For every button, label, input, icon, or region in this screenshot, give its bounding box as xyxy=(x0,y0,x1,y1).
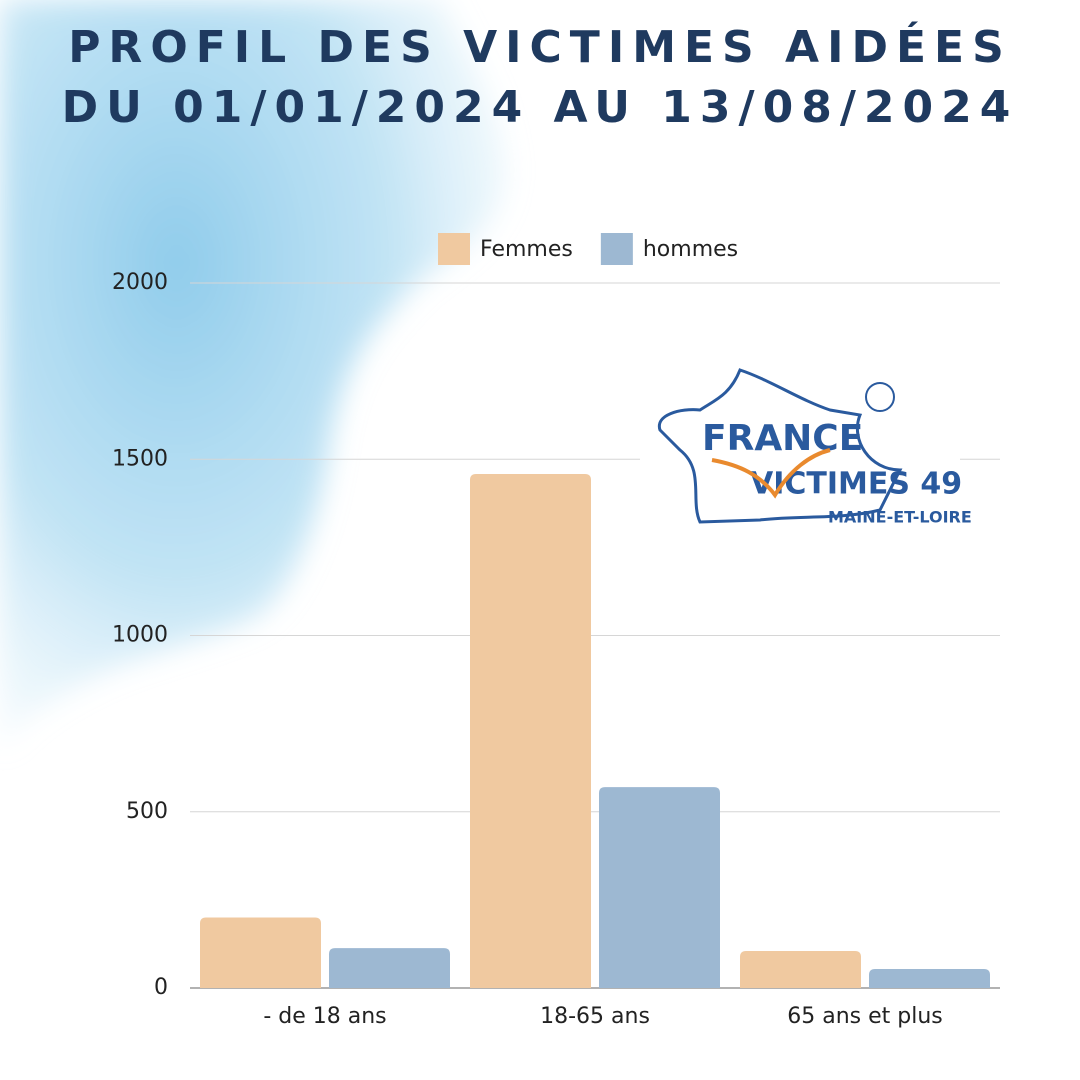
legend-label: Femmes xyxy=(480,237,573,262)
logo-text: MAINE-ET-LOIRE xyxy=(828,508,972,527)
watercolor-background xyxy=(0,0,505,750)
legend-label: hommes xyxy=(643,237,738,262)
logo-outline xyxy=(657,368,903,524)
grid: 0 500 1000 1500 2000 xyxy=(112,270,1000,1000)
y-tick-label: 2000 xyxy=(112,270,168,295)
x-tick-label: - de 18 ans xyxy=(263,1004,386,1029)
legend-swatch xyxy=(600,233,633,265)
chart-title: PROFIL DES VICTIMES AIDÉES xyxy=(68,20,1012,73)
logo: FRANCE VICTIMES 49 MAINE-ET-LOIRE xyxy=(640,360,972,540)
y-tick-label: 1000 xyxy=(112,623,168,648)
logo-text: VICTIMES 49 xyxy=(750,467,962,502)
logo-text: FRANCE xyxy=(702,418,863,459)
bar xyxy=(599,787,720,988)
y-tick-label: 1500 xyxy=(112,446,168,471)
bar xyxy=(740,950,861,988)
logo-emblem xyxy=(865,382,895,412)
chart-subtitle: DU 01/01/2024 AU 13/08/2024 xyxy=(62,82,1019,133)
y-tick-label: 500 xyxy=(126,799,168,824)
x-tick-label: 18-65 ans xyxy=(540,1004,650,1029)
y-tick-label: 0 xyxy=(154,975,168,1000)
logo-swoosh xyxy=(711,448,831,499)
bars: - de 18 ans 18-65 ans 65 ans et plus xyxy=(200,474,990,1029)
bar xyxy=(470,474,591,988)
bar xyxy=(329,948,450,988)
x-tick-label: 65 ans et plus xyxy=(787,1004,943,1029)
legend-swatch xyxy=(438,233,470,265)
bar xyxy=(200,917,321,988)
bar xyxy=(869,968,990,988)
logo-background xyxy=(640,360,960,540)
legend: Femmes hommes xyxy=(438,233,738,265)
